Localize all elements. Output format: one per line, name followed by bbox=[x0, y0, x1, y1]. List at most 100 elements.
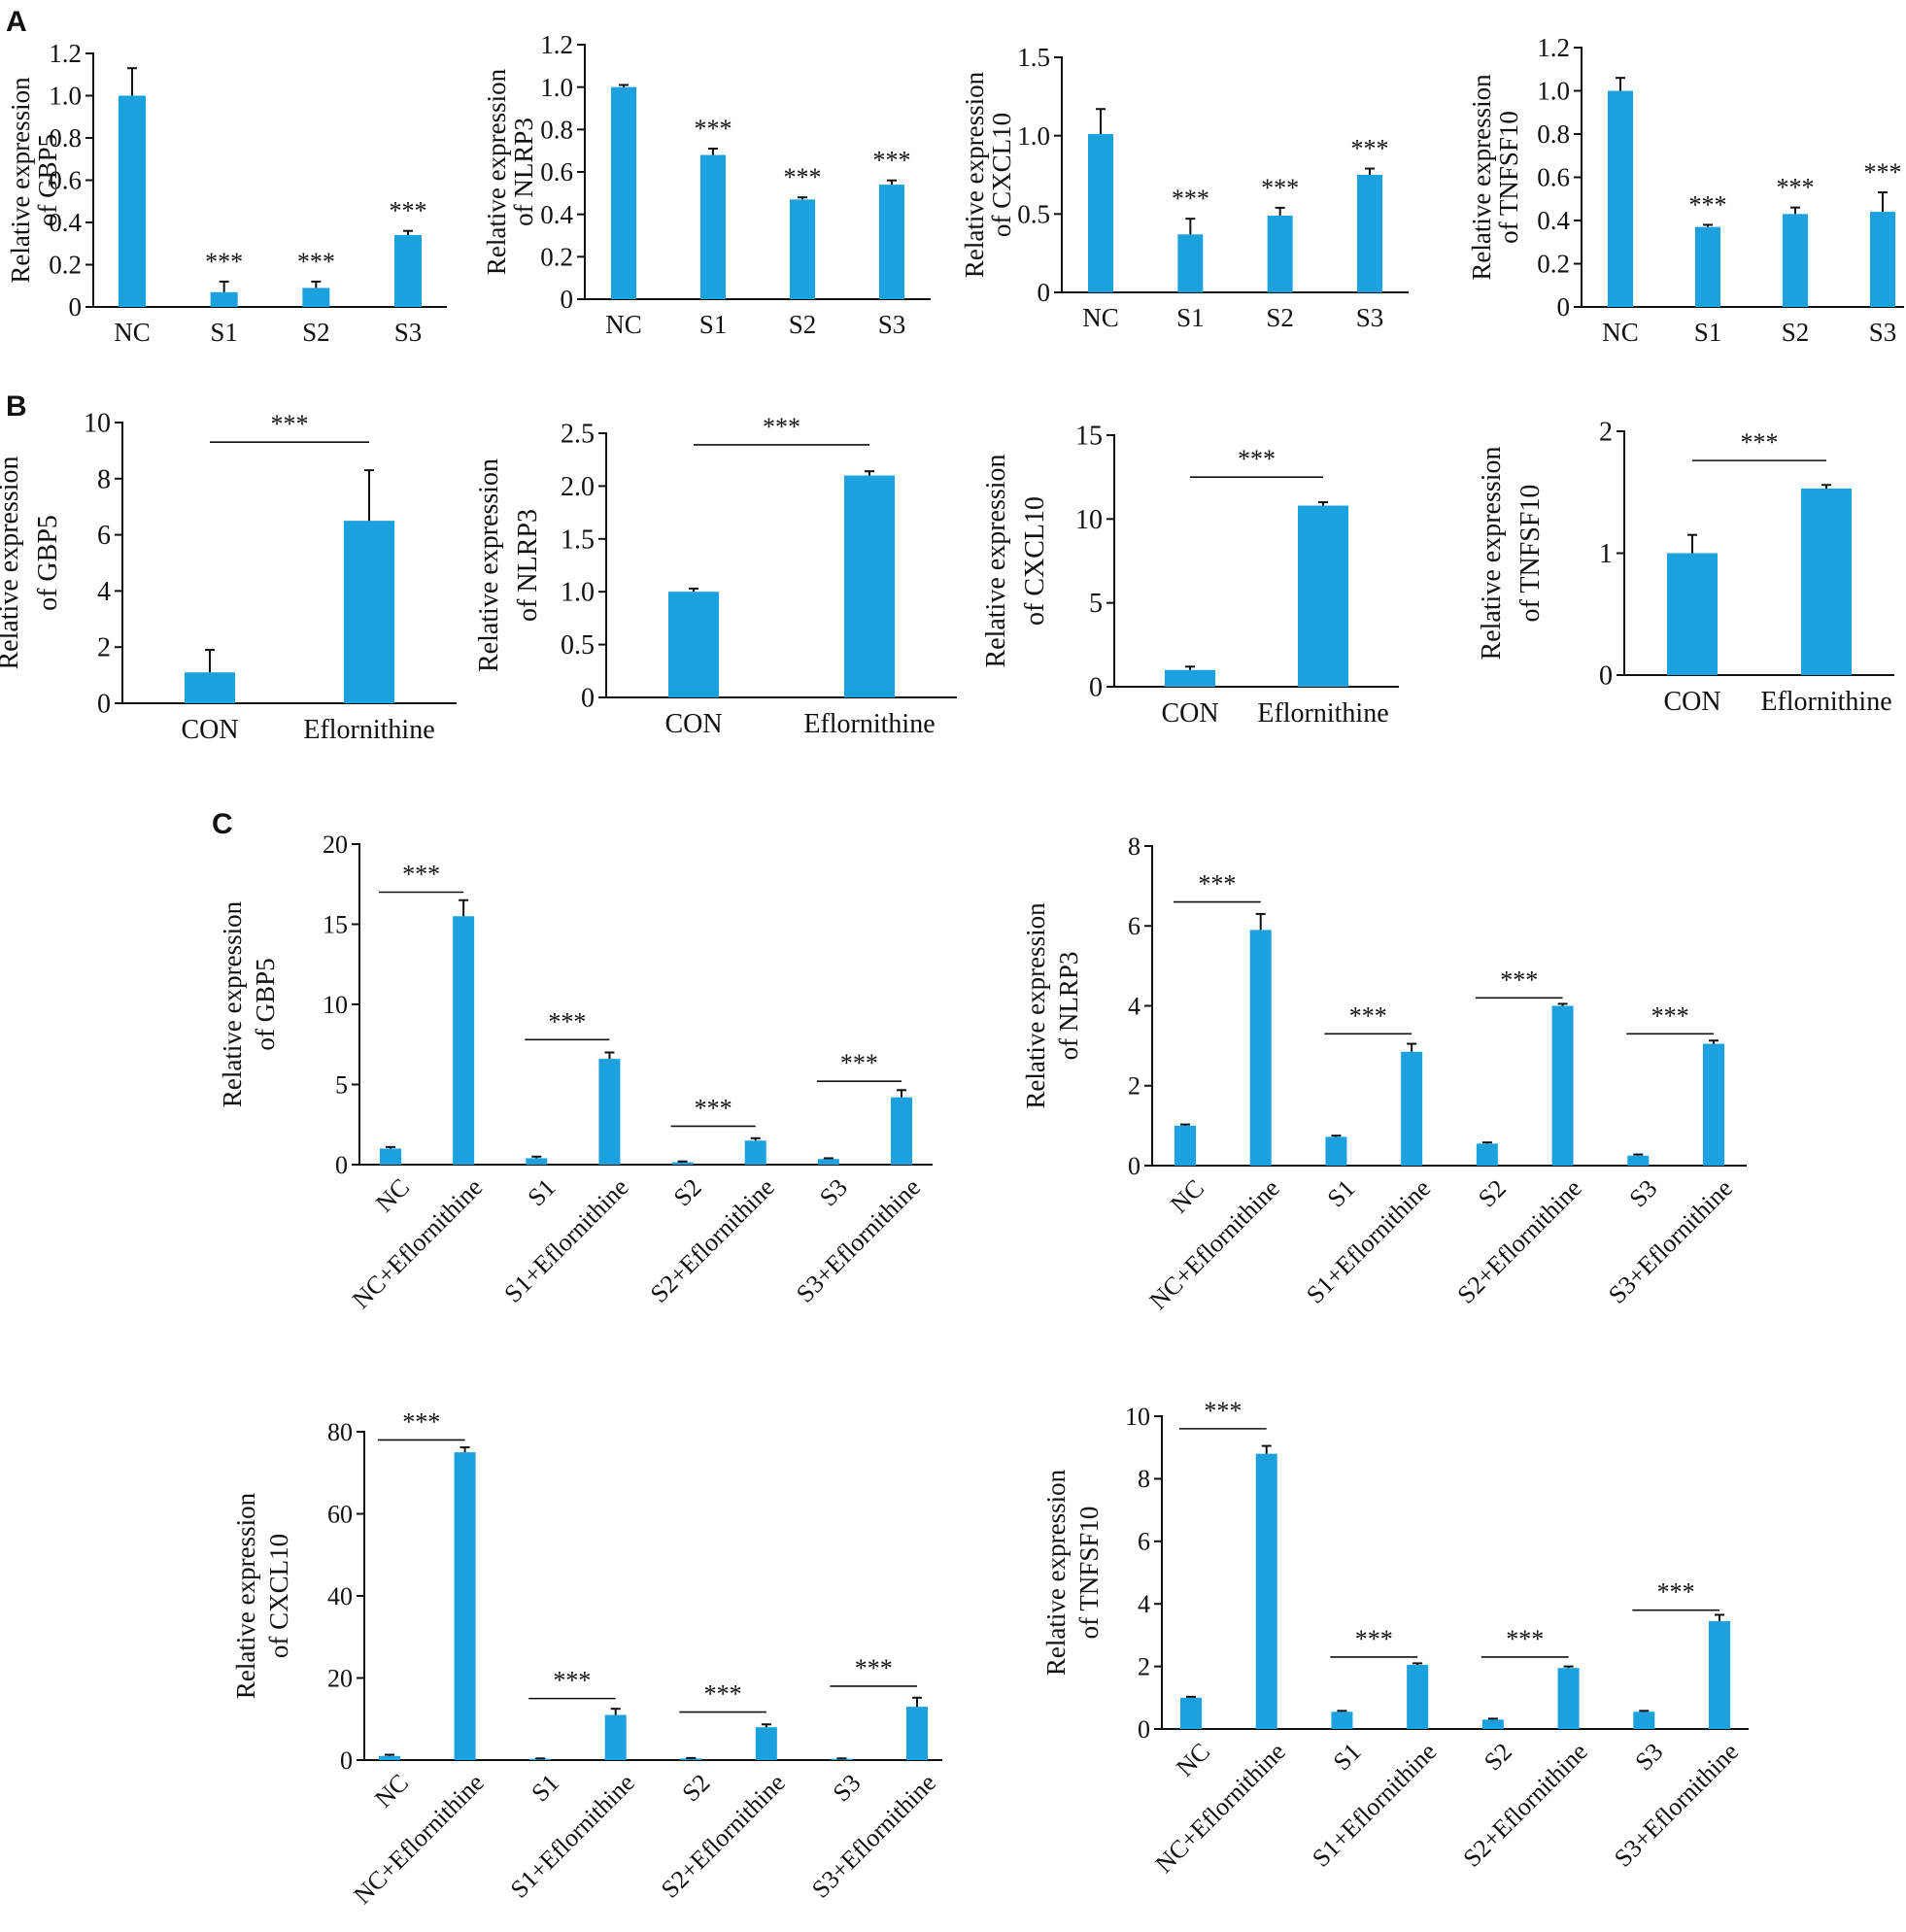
bar-chart: 0 2 4 6 8 10 Relative expression of GBP5 CON Eflo… bbox=[0, 409, 457, 745]
x-tick-label: NC bbox=[1082, 303, 1119, 332]
bar bbox=[817, 1159, 839, 1165]
bar bbox=[1709, 1620, 1730, 1729]
y-tick-label: 80 bbox=[327, 1418, 353, 1446]
x-tick-label: S3 bbox=[1356, 303, 1384, 332]
significance-label: *** bbox=[1777, 174, 1815, 202]
significance-label: *** bbox=[1500, 966, 1538, 994]
y-tick-label: 6 bbox=[1138, 1528, 1150, 1556]
y-axis-label: Relative expression bbox=[0, 456, 24, 669]
bar bbox=[1783, 214, 1808, 307]
bar bbox=[1088, 134, 1113, 292]
bar-chart: 0 1 2 Relative expression of TNFSF10 CON Eflor… bbox=[1477, 418, 1894, 717]
significance-label: *** bbox=[840, 1049, 878, 1077]
bar bbox=[185, 672, 235, 703]
x-tick-label: S2+Eflornithine bbox=[1458, 1738, 1593, 1873]
bar bbox=[302, 288, 330, 307]
y-axis-label: of GBP5 bbox=[33, 134, 62, 226]
y-tick-label: 2 bbox=[1138, 1652, 1150, 1680]
y-axis-label: Relative expression bbox=[6, 77, 35, 284]
y-tick-label: 0 bbox=[69, 292, 83, 322]
x-tick-label: S2 bbox=[668, 1173, 707, 1212]
y-tick-label: 1 bbox=[1599, 539, 1613, 569]
y-axis-label: Relative expression bbox=[1041, 1469, 1071, 1676]
x-tick-label: S1 bbox=[526, 1769, 564, 1808]
bar bbox=[906, 1707, 928, 1760]
significance-label: *** bbox=[1657, 1578, 1695, 1607]
y-tick-label: 8 bbox=[1138, 1465, 1150, 1493]
bar bbox=[668, 592, 719, 697]
bar bbox=[379, 1755, 400, 1760]
x-tick-label: CON bbox=[181, 715, 238, 745]
significance-label: *** bbox=[1506, 1625, 1544, 1653]
x-tick-label: S2 bbox=[1782, 318, 1810, 347]
significance-label: *** bbox=[873, 147, 911, 175]
significance-label: *** bbox=[1355, 1625, 1393, 1653]
bar bbox=[1401, 1051, 1423, 1166]
bar bbox=[344, 521, 394, 703]
significance-label: *** bbox=[1172, 185, 1209, 213]
bar bbox=[879, 185, 904, 299]
bar bbox=[1557, 1668, 1580, 1729]
y-tick-label: 4 bbox=[97, 577, 111, 607]
y-axis-label: of CXCL10 bbox=[987, 113, 1016, 237]
x-tick-label: Eflornithine bbox=[1257, 698, 1388, 729]
bar bbox=[394, 235, 422, 307]
bar bbox=[611, 86, 636, 300]
y-tick-label: 0.4 bbox=[1537, 206, 1570, 235]
bar bbox=[529, 1758, 552, 1760]
bar bbox=[831, 1758, 853, 1760]
bar bbox=[755, 1727, 777, 1760]
bar-chart: 0 2 4 6 8 Relative expression of NLRP3 NCNC+Efl… bbox=[1021, 832, 1747, 1315]
y-axis-label: of TNFSF10 bbox=[1494, 111, 1523, 244]
x-tick-label: S3+Eflornithine bbox=[806, 1769, 941, 1904]
significance-label: *** bbox=[548, 1007, 586, 1035]
x-tick-label: NC bbox=[1165, 1174, 1209, 1219]
bar bbox=[1608, 90, 1633, 307]
y-tick-label: 0 bbox=[1128, 1152, 1140, 1180]
x-tick-label: S3 bbox=[814, 1173, 853, 1212]
y-tick-label: 15 bbox=[1075, 422, 1103, 452]
significance-label: *** bbox=[402, 1407, 440, 1436]
x-tick-label: S1 bbox=[699, 310, 728, 339]
bar bbox=[1476, 1143, 1498, 1166]
significance-label: *** bbox=[1238, 445, 1276, 473]
y-axis-label: of CXCL10 bbox=[264, 1534, 293, 1658]
significance-label: *** bbox=[763, 413, 800, 441]
significance-label: *** bbox=[1261, 174, 1299, 202]
significance-label: *** bbox=[1204, 1397, 1242, 1425]
bar bbox=[380, 1148, 401, 1165]
x-tick-label: NC+Eflornithine bbox=[1150, 1738, 1291, 1879]
x-tick-label: S3 bbox=[394, 318, 423, 347]
y-tick-label: 1.0 bbox=[49, 82, 82, 111]
bar bbox=[1298, 505, 1348, 687]
y-tick-label: 2 bbox=[1128, 1072, 1140, 1101]
x-tick-label: NC+Eflornithine bbox=[348, 1769, 489, 1910]
x-tick-label: S1 bbox=[1694, 318, 1722, 347]
x-tick-label: S3 bbox=[828, 1769, 867, 1808]
y-tick-label: 10 bbox=[84, 409, 111, 439]
significance-label: *** bbox=[1351, 135, 1389, 163]
y-axis-label: Relative expression bbox=[1467, 74, 1496, 281]
x-tick-label: S3+Eflornithine bbox=[1609, 1738, 1744, 1873]
x-tick-label: S1+Eflornithine bbox=[498, 1173, 633, 1308]
x-tick-label: NC bbox=[605, 310, 642, 339]
bar-chart: 0 2 4 6 8 10 Relative expression of TNFSF10 NCNC… bbox=[1041, 1397, 1749, 1879]
y-tick-label: 0.2 bbox=[1537, 250, 1570, 279]
x-tick-label: S2+Eflornithine bbox=[645, 1173, 780, 1308]
y-tick-label: 1.2 bbox=[1537, 33, 1570, 62]
x-tick-label: S2 bbox=[1479, 1738, 1517, 1777]
y-tick-label: 8 bbox=[1128, 832, 1140, 861]
x-tick-label: S2 bbox=[1266, 303, 1294, 332]
significance-label: *** bbox=[695, 115, 732, 143]
x-tick-label: S2+Eflornithine bbox=[656, 1769, 791, 1904]
bar-chart: 0 5 10 15 Relative expression of CXCL10 CON Efl… bbox=[981, 422, 1399, 729]
y-tick-label: 0.8 bbox=[1537, 119, 1570, 149]
bar bbox=[1174, 1125, 1196, 1166]
y-tick-label: 2.5 bbox=[561, 420, 595, 450]
y-tick-label: 1.0 bbox=[1537, 77, 1570, 106]
x-tick-label: CON bbox=[664, 709, 722, 739]
y-axis-label: of TNFSF10 bbox=[1074, 1507, 1104, 1640]
panel-label-c: C bbox=[212, 808, 233, 840]
x-tick-label: S1 bbox=[522, 1173, 561, 1212]
